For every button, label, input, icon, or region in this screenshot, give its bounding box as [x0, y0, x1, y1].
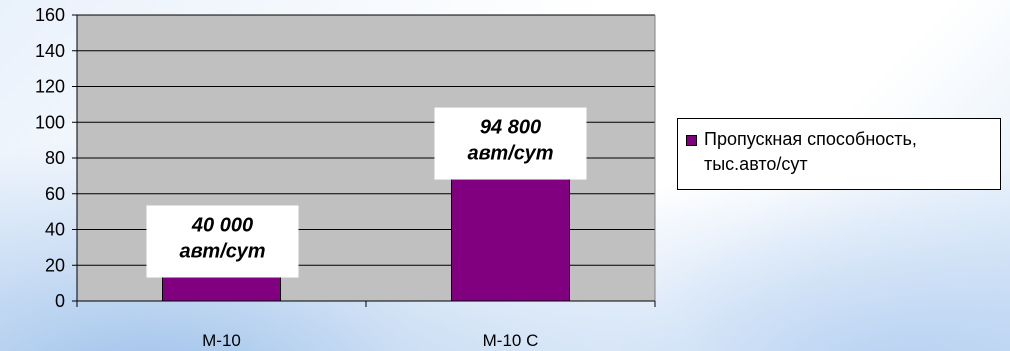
data-label: 94 800 [480, 117, 541, 139]
legend-swatch [686, 135, 697, 146]
y-tick-label: 40 [45, 220, 65, 240]
x-tick-label: М-10 [202, 331, 241, 350]
legend-label: Пропускная способность, тыс.авто/сут [704, 129, 917, 174]
legend: Пропускная способность, тыс.авто/сут [677, 118, 1001, 190]
x-tick-labels: М-10 М-10 С [202, 331, 538, 350]
y-tick-label: 60 [45, 184, 65, 204]
y-tick-label: 20 [45, 255, 65, 275]
data-label: 40 000 [191, 215, 253, 237]
y-tick-label: 160 [35, 5, 65, 25]
y-tick-label: 100 [35, 112, 65, 132]
data-labels: 40 000 авт/сут 94 800 авт/сут [146, 107, 587, 278]
data-label-box [434, 107, 587, 180]
data-label: авт/сут [467, 143, 553, 165]
data-label-box [146, 205, 299, 278]
y-tick-label: 140 [35, 41, 65, 61]
y-tick-label: 80 [45, 148, 65, 168]
axes [72, 14, 656, 307]
data-label: авт/сут [179, 241, 265, 263]
x-tick-label: М-10 С [483, 331, 539, 350]
y-tick-label: 0 [55, 291, 65, 311]
y-tick-labels: 0 20 40 60 80 100 120 140 160 [35, 5, 65, 311]
y-tick-label: 120 [35, 77, 65, 97]
